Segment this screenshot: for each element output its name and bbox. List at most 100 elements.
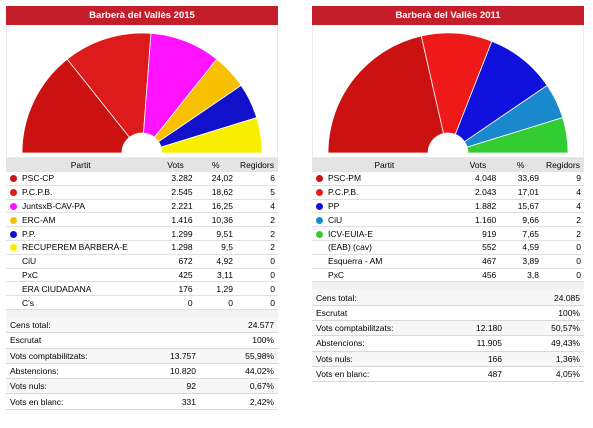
party-name-cell: PxC	[312, 268, 457, 283]
party-pct: 17,01	[499, 185, 542, 200]
header-votes: Vots	[155, 158, 196, 172]
party-row: P.C.P.B. 2.545 18,62 5	[6, 185, 278, 200]
party-votes: 2.043	[456, 185, 500, 200]
party-name: PxC	[328, 269, 345, 280]
party-seats: 2	[541, 226, 584, 241]
party-seats: 0	[235, 254, 278, 269]
header-party: Partit	[312, 158, 457, 172]
party-votes: 1.160	[456, 212, 500, 228]
totals-row: Escrutat 100%	[6, 332, 278, 349]
party-name-cell: PSC-PM	[312, 172, 457, 186]
seat-sector-psc-pm	[327, 35, 445, 154]
party-row: CiU 1.160 9,66 2	[312, 212, 584, 228]
party-seats: 4	[541, 199, 584, 214]
totals-row: Vots comptabilitzats: 12.180 50,57%	[312, 320, 584, 337]
party-name-cell: Esquerra - AM	[312, 254, 457, 269]
totals-row: Vots en blanc: 331 2,42%	[6, 393, 278, 410]
party-name: (EAB) (cav)	[328, 242, 372, 253]
party-row: PSC-PM 4.048 33,69 9	[312, 172, 584, 186]
totals-pct: 44,02%	[200, 363, 278, 380]
party-seats: 2	[541, 212, 584, 228]
party-row: RECUPEREM BARBERÀ-E 1.298 9,5 2	[6, 240, 278, 255]
totals-pct: 100%	[506, 305, 584, 321]
party-pct: 1,29	[195, 281, 236, 297]
party-color-dot	[316, 189, 323, 197]
party-pct: 4,59	[499, 240, 542, 255]
party-name: CiU	[22, 256, 37, 267]
party-row: CiU 672 4,92 0	[6, 254, 278, 269]
party-name: ERA CIUDADANA	[22, 283, 92, 294]
totals-row: Vots en blanc: 487 4,05%	[312, 366, 584, 383]
party-color-dot	[10, 216, 17, 224]
party-name: PxC	[22, 269, 39, 280]
party-votes: 672	[155, 254, 196, 269]
party-row: Esquerra - AM 467 3,89 0	[312, 254, 584, 269]
header-seats: Regidors	[235, 158, 278, 172]
totals-label: Vots nuls:	[6, 378, 164, 395]
totals-value: 331	[164, 393, 200, 410]
party-row: C's 0 0 0	[6, 295, 278, 310]
totals-label: Vots comptabilitzats:	[6, 348, 164, 364]
totals-value: 13.757	[164, 348, 200, 364]
party-pct: 33,69	[499, 172, 542, 186]
totals-value: 487	[470, 366, 506, 383]
party-seats: 5	[235, 185, 278, 200]
party-row: ERC-AM 1.416 10,36 2	[6, 212, 278, 228]
totals-pct: 24.085	[506, 290, 584, 306]
seat-sector-p-c-p-b-	[66, 32, 152, 138]
party-pct: 3,89	[499, 254, 542, 269]
party-name: P.P.	[22, 228, 36, 239]
party-votes: 425	[155, 268, 196, 283]
party-pct: 18,62	[195, 185, 236, 200]
party-name-cell: RECUPEREM BARBERÀ-E	[6, 240, 156, 255]
party-votes: 1.416	[155, 212, 196, 228]
party-votes: 2.545	[155, 185, 196, 200]
totals-row: Abstencions: 10.820 44,02%	[6, 363, 278, 380]
totals-pct: 55,98%	[200, 348, 278, 364]
party-name-cell: C's	[6, 295, 156, 310]
totals-value: 166	[470, 351, 506, 367]
party-seats: 4	[235, 199, 278, 214]
party-name: PSC-PM	[328, 173, 362, 184]
hemicycle-svg	[327, 32, 569, 154]
party-name: C's	[22, 297, 35, 308]
totals-table: Cens total: 24.577 Escrutat 100% Vots compta…	[6, 317, 278, 410]
hemicycle-chart	[6, 25, 278, 158]
party-name-cell: P.C.P.B.	[312, 185, 457, 200]
party-name-cell: JuntsxB-CAV-PA	[6, 199, 156, 214]
party-pct: 3,11	[195, 268, 236, 283]
totals-label: Cens total:	[6, 317, 164, 334]
party-seats: 2	[235, 212, 278, 228]
party-votes: 1.298	[155, 240, 196, 255]
party-seats: 0	[541, 254, 584, 269]
party-seats: 6	[235, 172, 278, 186]
totals-pct: 4,05%	[506, 366, 584, 383]
party-seats: 0	[541, 268, 584, 283]
party-color-dot	[316, 230, 323, 238]
party-name-cell: PP	[312, 199, 457, 214]
party-votes: 467	[456, 254, 500, 269]
party-name-cell: PSC-CP	[6, 172, 156, 186]
party-row: JuntsxB-CAV-PA 2.221 16,25 4	[6, 199, 278, 214]
party-pct: 9,66	[499, 212, 542, 228]
totals-value	[470, 290, 506, 306]
totals-row: Abstencions: 11.905 49,43%	[312, 335, 584, 352]
header-seats: Regidors	[541, 158, 584, 172]
panel-2015: Barberà del Vallès 2015 Partit Vots % Re…	[6, 6, 278, 410]
party-pct: 24,02	[195, 172, 236, 186]
party-row: P.C.P.B. 2.043 17,01 4	[312, 185, 584, 200]
party-seats: 2	[235, 240, 278, 255]
party-name: P.C.P.B.	[328, 187, 359, 198]
party-color-dot	[316, 202, 323, 210]
header-votes: Vots	[456, 158, 500, 172]
seat-sector-icv-euia-e	[466, 117, 569, 154]
party-row: ERA CIUDADANA 176 1,29 0	[6, 281, 278, 297]
totals-pct: 50,57%	[506, 320, 584, 337]
party-color-dot	[10, 230, 17, 238]
totals-value: 11.905	[470, 335, 506, 352]
party-name-cell: ICV-EUIA-E	[312, 226, 457, 241]
party-votes: 1.882	[456, 199, 500, 214]
party-name-cell: CiU	[6, 254, 156, 269]
party-seats: 2	[235, 226, 278, 241]
party-results-table: Partit Vots % Regidors PSC-CP 3.282 24,02 6…	[6, 158, 278, 310]
